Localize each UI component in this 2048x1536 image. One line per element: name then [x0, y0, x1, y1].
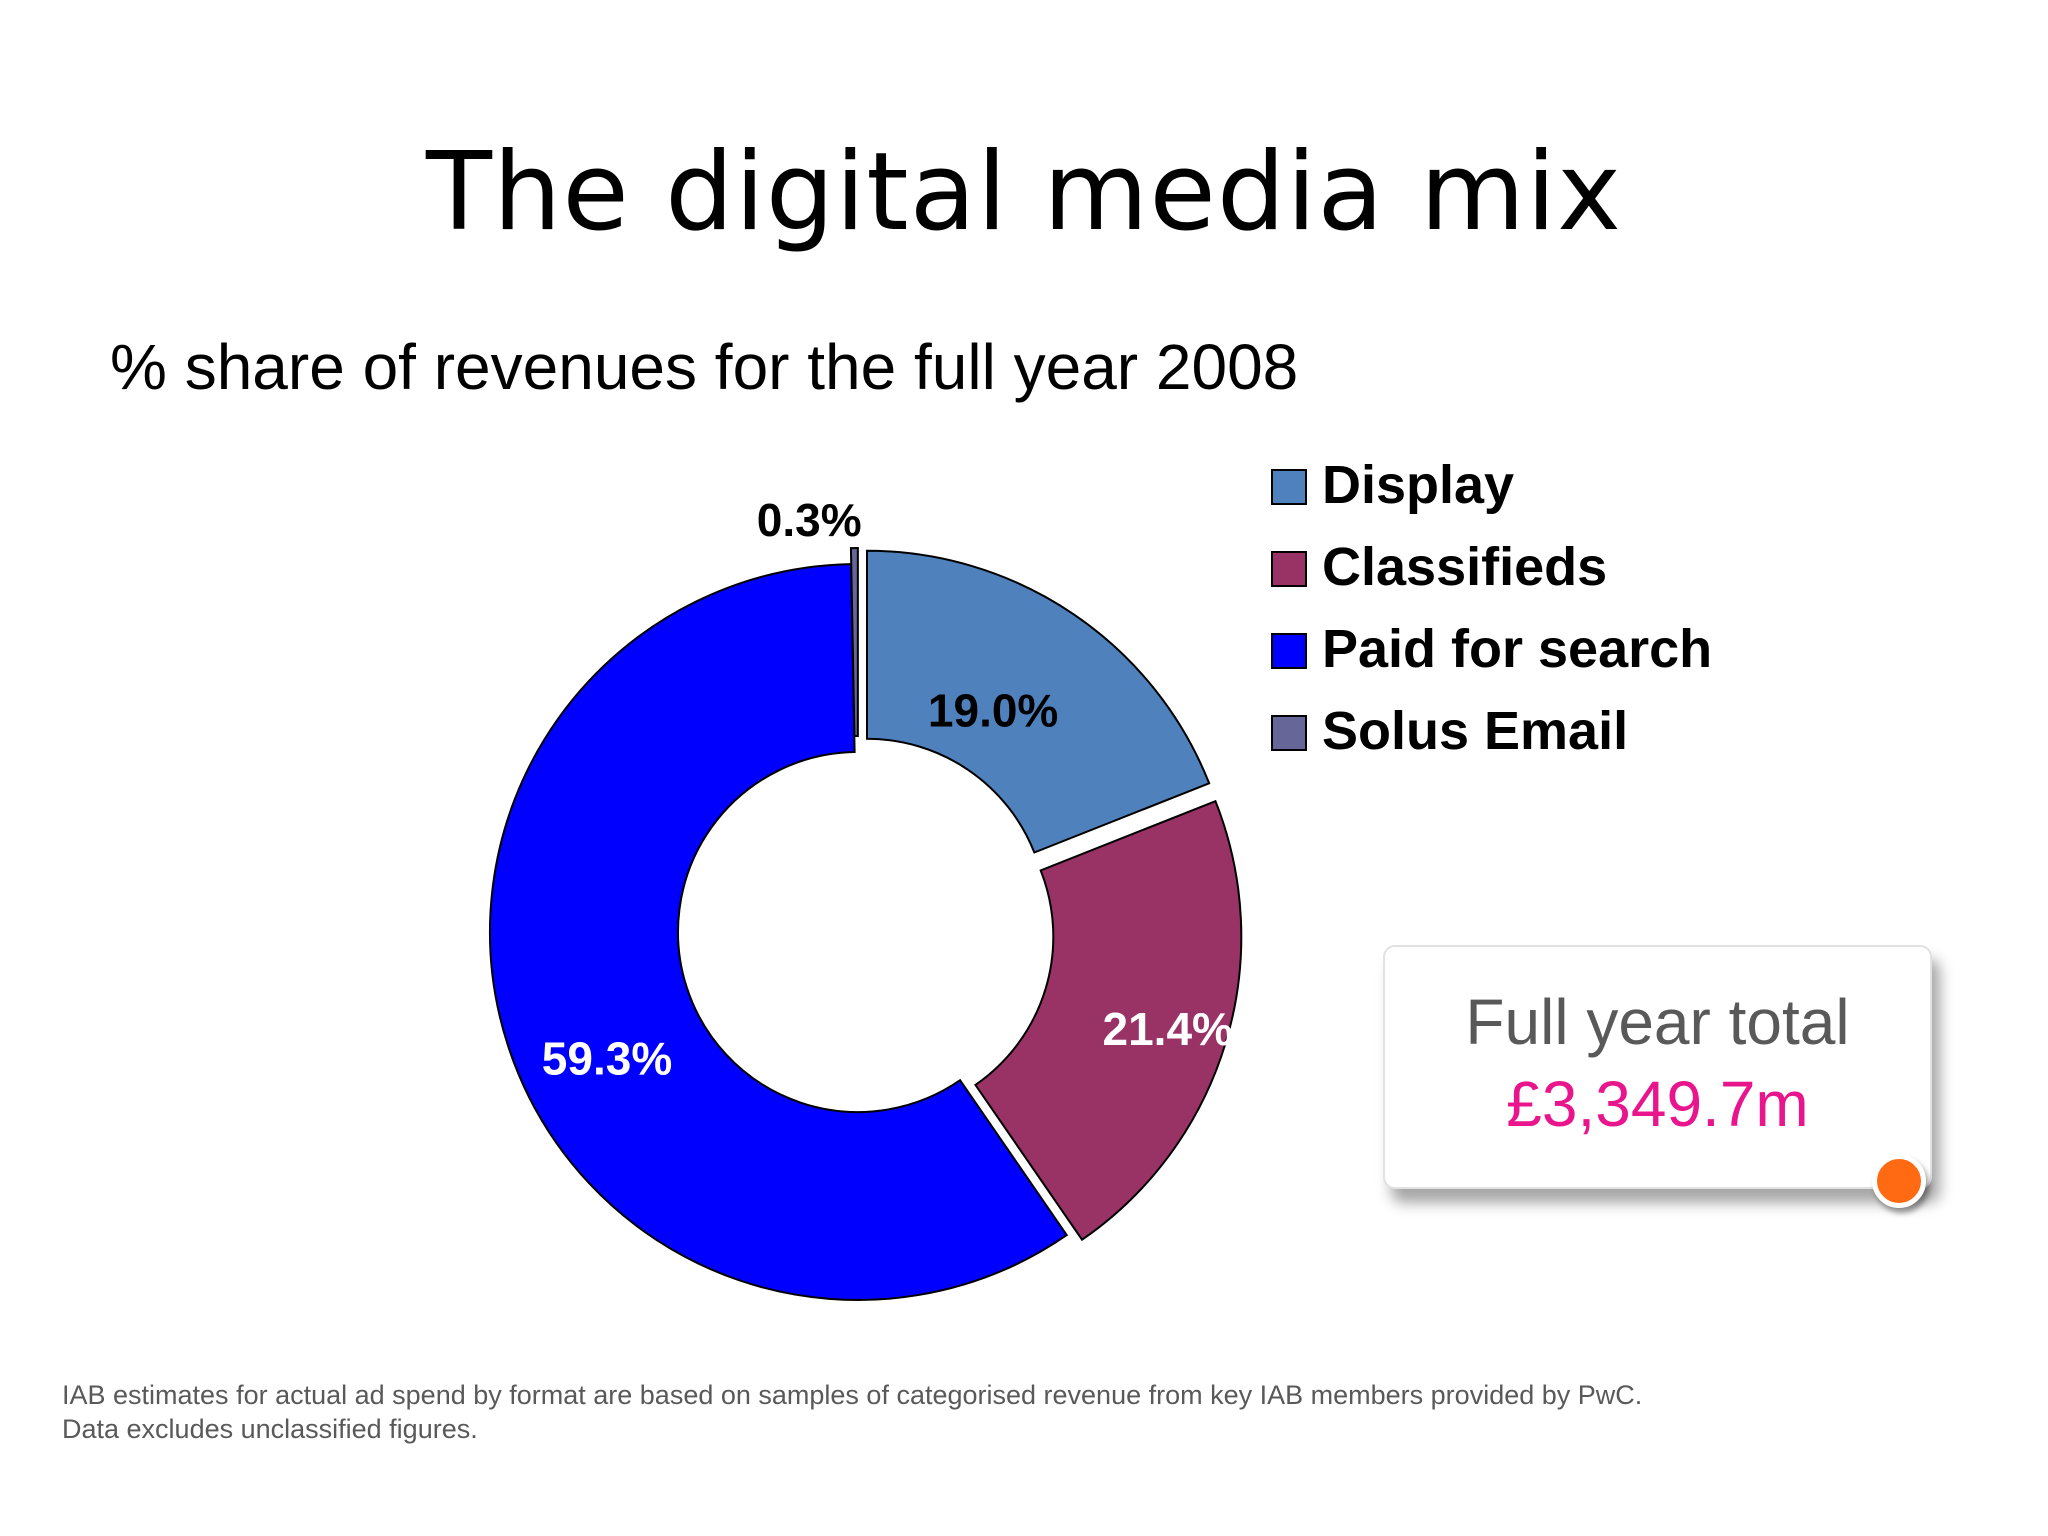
- slice-solus-email: [849, 547, 859, 738]
- legend-swatch-solus-email: [1271, 715, 1307, 751]
- data-label-solus-email: 0.3%: [757, 494, 862, 546]
- footnote-line-1: IAB estimates for actual ad spend by for…: [62, 1380, 1643, 1410]
- legend-label-classifieds: Classifieds: [1322, 537, 1607, 597]
- chart-subtitle: % share of revenues for the full year 20…: [110, 331, 1299, 403]
- donut-chart: 19.0% 21.4% 59.3% 0.3% Display Classifieds Pa…: [489, 455, 1712, 1301]
- legend-swatch-classifieds: [1271, 551, 1307, 587]
- legend-label-display: Display: [1322, 455, 1514, 515]
- legend-swatch-display: [1271, 469, 1307, 505]
- legend-item-display: Display: [1271, 455, 1514, 515]
- slide-title: The digital media mix: [425, 130, 1623, 255]
- slice-classifieds: [974, 799, 1243, 1242]
- data-label-classifieds: 21.4%: [1103, 1003, 1233, 1055]
- legend-swatch-paid-for-search: [1271, 633, 1307, 669]
- chart-legend: Display Classifieds Paid for search Solus E…: [1271, 455, 1712, 761]
- legend-label-paid-for-search: Paid for search: [1322, 619, 1712, 679]
- data-label-paid-for-search: 59.3%: [542, 1032, 672, 1084]
- footnote: IAB estimates for actual ad spend by for…: [62, 1378, 1762, 1446]
- data-label-display: 19.0%: [928, 684, 1058, 736]
- slice-display: [865, 549, 1211, 854]
- orange-dot-icon: [1872, 1154, 1926, 1208]
- callout-label: Full year total: [1465, 986, 1850, 1058]
- footnote-line-2: Data excludes unclassified figures.: [62, 1414, 478, 1444]
- legend-label-solus-email: Solus Email: [1322, 701, 1628, 761]
- callout-value: £3,349.7m: [1506, 1068, 1809, 1140]
- legend-item-classifieds: Classifieds: [1271, 537, 1607, 597]
- slice-paid-for-search: [489, 563, 1069, 1301]
- full-year-total-callout: Full year total £3,349.7m: [1383, 945, 1932, 1208]
- legend-item-paid-for-search: Paid for search: [1271, 619, 1712, 679]
- legend-item-solus-email: Solus Email: [1271, 701, 1628, 761]
